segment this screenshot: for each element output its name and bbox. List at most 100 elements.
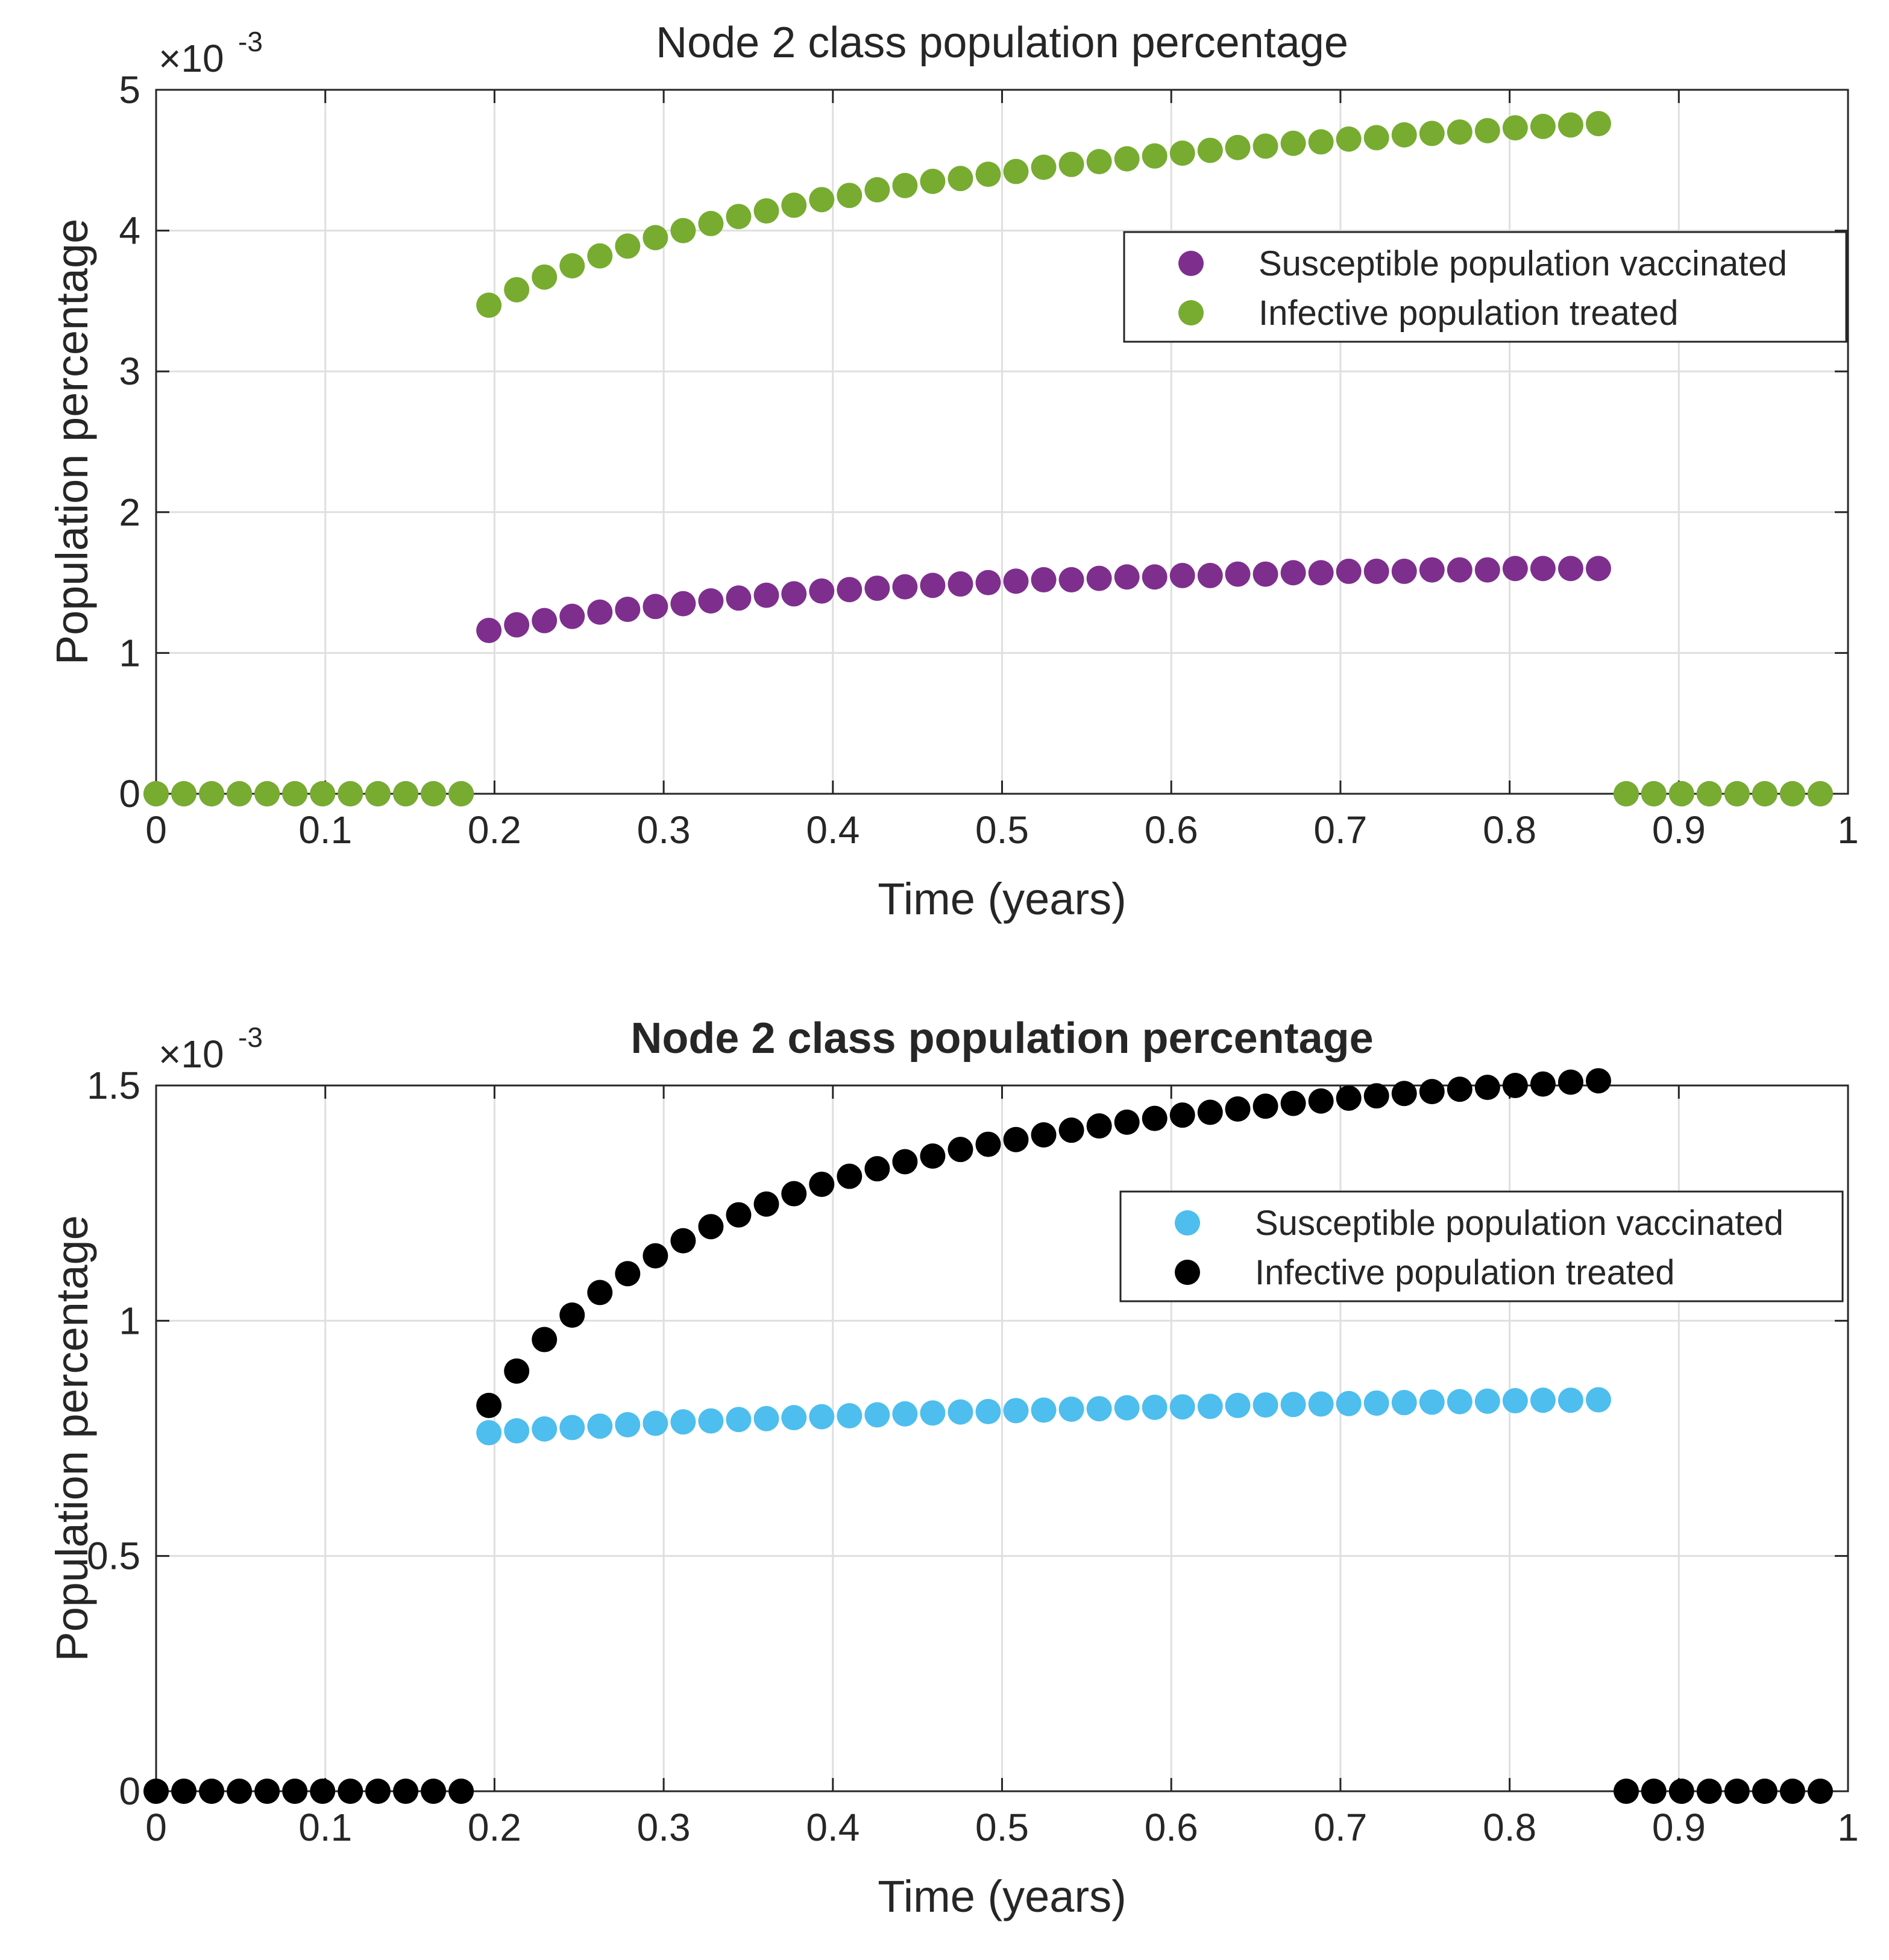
series-infective-treated (143, 1068, 1833, 1804)
x-tick-label: 0.5 (975, 808, 1029, 852)
data-point (282, 1779, 308, 1804)
data-point (1058, 151, 1084, 177)
data-point (1058, 1117, 1084, 1143)
data-point (587, 599, 613, 625)
data-point (1419, 557, 1445, 583)
data-point (1502, 1073, 1528, 1098)
data-point (1253, 561, 1278, 587)
data-point (1058, 567, 1084, 592)
x-tick-label: 0.6 (1145, 1806, 1198, 1849)
data-point (920, 168, 946, 194)
x-tick-label: 0.2 (468, 808, 521, 852)
data-point (199, 1779, 225, 1804)
data-point (1614, 781, 1639, 806)
x-tick-label: 0.8 (1483, 808, 1536, 852)
data-point (1169, 1102, 1195, 1128)
x-axis-label: Time (years) (878, 1871, 1127, 1921)
data-point (171, 781, 197, 806)
data-point (1363, 125, 1389, 151)
data-point (143, 1779, 169, 1804)
data-point (393, 1779, 419, 1804)
data-point (532, 264, 558, 290)
x-tick-label: 0.9 (1652, 808, 1706, 852)
data-point (837, 1163, 863, 1189)
data-point (1031, 1122, 1057, 1148)
data-point (837, 1403, 863, 1429)
series-susceptible-vaccinated (143, 1387, 1833, 1804)
data-point (1308, 129, 1334, 155)
exponent-power: -3 (238, 26, 263, 57)
data-point (1391, 558, 1417, 584)
data-point (1253, 1093, 1278, 1119)
data-point (920, 573, 946, 598)
data-point (1280, 1392, 1306, 1418)
data-point (532, 608, 558, 633)
y-tick-label: 0 (119, 772, 140, 815)
data-point (1474, 1388, 1500, 1414)
data-point (1724, 1779, 1750, 1804)
data-point (1752, 781, 1777, 806)
data-point (1169, 1394, 1195, 1420)
data-point (1031, 567, 1057, 592)
data-point (1585, 1387, 1611, 1413)
data-point (670, 1409, 696, 1435)
data-point (421, 781, 447, 806)
data-point (1169, 562, 1195, 588)
data-point (1641, 781, 1667, 806)
data-point (1557, 1069, 1583, 1095)
chart-title: Node 2 class population percentage (630, 1014, 1373, 1063)
data-point (1086, 1113, 1112, 1139)
legend-label-susceptible: Susceptible population vaccinated (1259, 244, 1787, 283)
data-point (1003, 568, 1029, 594)
data-point (1530, 1071, 1556, 1097)
data-point (310, 781, 336, 806)
chart-title: Node 2 class population percentage (656, 19, 1348, 67)
data-point (1502, 556, 1528, 582)
data-point (948, 571, 973, 597)
data-point (809, 1404, 835, 1430)
legend-marker-infective (1178, 300, 1204, 325)
data-point (1530, 113, 1556, 139)
y-tick-label: 1 (119, 1299, 140, 1342)
data-point (1696, 781, 1722, 806)
data-point (1114, 1109, 1140, 1135)
data-point (864, 575, 890, 601)
data-point (1668, 1779, 1694, 1804)
data-point (615, 596, 641, 622)
data-point (1557, 112, 1583, 138)
data-point (698, 588, 724, 614)
data-point (643, 1243, 668, 1269)
data-point (1003, 1126, 1029, 1152)
legend-box (1119, 1190, 1844, 1302)
data-point (1253, 1392, 1278, 1418)
data-point (476, 1420, 502, 1446)
data-point (1807, 781, 1833, 806)
data-point (171, 1779, 197, 1804)
data-point (227, 1779, 253, 1804)
y-tick-label: 2 (119, 491, 140, 534)
data-point (1447, 1389, 1473, 1415)
data-point (254, 781, 280, 806)
y-tick-label: 0.5 (87, 1534, 140, 1578)
data-point (698, 210, 724, 236)
data-point (1696, 1779, 1722, 1804)
data-point (1807, 1779, 1833, 1804)
data-point (476, 618, 502, 644)
x-tick-label: 0.9 (1652, 1806, 1706, 1849)
data-point (393, 781, 419, 806)
data-point (1447, 557, 1473, 583)
data-point (975, 570, 1001, 595)
data-point (532, 1327, 558, 1352)
data-point (1474, 1075, 1500, 1101)
data-point (615, 233, 641, 259)
data-point (310, 1779, 336, 1804)
data-point (254, 1779, 280, 1804)
series-susceptible-vaccinated (143, 556, 1833, 806)
data-point (698, 1214, 724, 1240)
y-tick-label: 3 (119, 350, 140, 393)
data-point (1336, 558, 1362, 584)
series-infective-treated (143, 111, 1833, 806)
axis-ticks: 0 0.1 0.2 0.3 0.4 0.5 0.6 0.7 0.8 0.9 1 0 0.5 1 1.5 (87, 1064, 1859, 1849)
data-point (1585, 556, 1611, 582)
